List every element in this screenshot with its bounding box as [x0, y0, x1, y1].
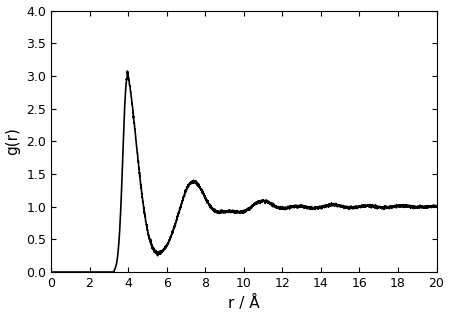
Y-axis label: g(r): g(r) [5, 127, 21, 155]
X-axis label: r / Å: r / Å [228, 295, 260, 311]
